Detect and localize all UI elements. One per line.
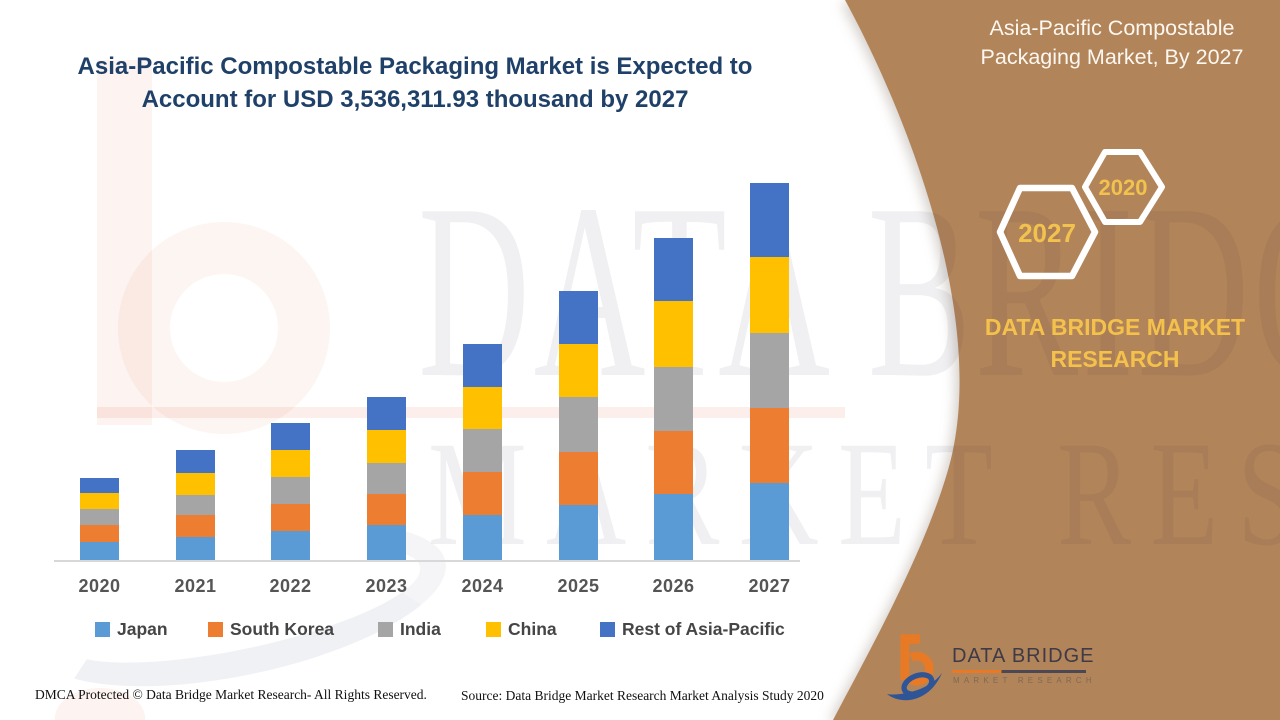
forecast-hexagons: 2020 2027 (996, 149, 1165, 280)
hexagon-2027-label: 2027 (1018, 218, 1076, 248)
legend-label-rest-of-asia-pacific: Rest of Asia-Pacific (622, 619, 785, 639)
bar-2022-segment-south-korea (271, 504, 310, 531)
logo-divider (952, 670, 1086, 673)
bar-2027-segment-rest-of-asia-pacific (750, 183, 789, 257)
bar-2023-segment-rest-of-asia-pacific (367, 397, 406, 430)
logo-b-bowl (906, 651, 934, 686)
bar-2020-segment-rest-of-asia-pacific (80, 478, 119, 493)
x-axis-line (54, 560, 800, 562)
legend-swatch-japan (95, 622, 110, 637)
bar-2024 (463, 344, 502, 560)
chart-title: Asia-Pacific Compostable Packaging Marke… (60, 50, 770, 116)
legend-label-japan: Japan (117, 619, 168, 639)
logo-loop (901, 672, 935, 697)
data-bridge-logo-icon (886, 634, 943, 701)
logo-tagline: MARKET RESEARCH (953, 676, 1096, 685)
bar-2021-segment-india (176, 495, 215, 515)
x-tick-2027: 2027 (748, 576, 791, 596)
bar-2023 (367, 397, 406, 560)
legend-item-japan: Japan (95, 619, 168, 640)
legend-item-india: India (378, 619, 441, 640)
legend-swatch-south-korea (208, 622, 223, 637)
bar-2027-segment-south-korea (750, 408, 789, 483)
footer-source-text: Source: Data Bridge Market Research Mark… (461, 688, 824, 703)
x-tick-2020: 2020 (78, 576, 121, 596)
legend-item-china: China (486, 619, 557, 640)
bar-2020-segment-china (80, 493, 119, 509)
bar-2026-segment-india (654, 367, 693, 431)
logo-b-stem (900, 634, 920, 680)
bar-2021-segment-china (176, 473, 215, 495)
hexagon-2020-label: 2020 (1099, 175, 1148, 200)
bar-2027-segment-japan (750, 483, 789, 560)
logo-wordmark: DATA BRIDGE (952, 645, 1095, 667)
legend-label-india: India (400, 619, 441, 639)
legend-swatch-rest-of-asia-pacific (600, 622, 615, 637)
bar-2020-segment-india (80, 509, 119, 525)
bar-2025-segment-japan (559, 505, 598, 560)
bar-2021 (176, 450, 215, 560)
chart-title-line1: Asia-Pacific Compostable Packaging Marke… (77, 53, 753, 80)
bar-2020-segment-japan (80, 542, 119, 560)
legend-swatch-china (486, 622, 501, 637)
x-tick-2023: 2023 (365, 576, 408, 596)
bar-2023-segment-india (367, 463, 406, 494)
bar-2026 (654, 238, 693, 560)
bar-2024-segment-south-korea (463, 472, 502, 515)
bar-2024-segment-japan (463, 515, 502, 560)
chart-title-line2: Account for USD 3,536,311.93 thousand by… (141, 86, 689, 113)
x-tick-2022: 2022 (269, 576, 312, 596)
side-panel-title: Asia-Pacific Compostable Packaging Marke… (948, 14, 1276, 72)
bar-2026-segment-south-korea (654, 431, 693, 494)
legend-label-china: China (508, 619, 557, 639)
bar-2021-segment-rest-of-asia-pacific (176, 450, 215, 473)
legend-label-south-korea: South Korea (230, 619, 335, 639)
bar-2025 (559, 291, 598, 560)
bar-2020-segment-south-korea (80, 525, 119, 542)
bar-2025-segment-rest-of-asia-pacific (559, 291, 598, 344)
bar-2023-segment-south-korea (367, 494, 406, 525)
bar-2021-segment-south-korea (176, 515, 215, 537)
bar-2022-segment-india (271, 477, 310, 504)
bar-2022-segment-japan (271, 531, 310, 560)
bar-2023-segment-japan (367, 525, 406, 560)
bar-2021-segment-japan (176, 537, 215, 560)
bar-2024-segment-china (463, 387, 502, 429)
bar-2026-segment-rest-of-asia-pacific (654, 238, 693, 301)
bar-2024-segment-rest-of-asia-pacific (463, 344, 502, 387)
legend-item-rest-of-asia-pacific: Rest of Asia-Pacific (600, 619, 785, 640)
legend-swatch-india (378, 622, 393, 637)
x-tick-2025: 2025 (557, 576, 600, 596)
bar-2026-segment-japan (654, 494, 693, 560)
bar-2024-segment-india (463, 429, 502, 472)
x-tick-2021: 2021 (174, 576, 217, 596)
bar-2025-segment-south-korea (559, 452, 598, 505)
bar-2027 (750, 183, 789, 560)
bar-2027-segment-india (750, 333, 789, 408)
bar-2022-segment-rest-of-asia-pacific (271, 423, 310, 450)
side-panel-title-line1: Asia-Pacific Compostable (989, 16, 1235, 40)
bar-2025-segment-india (559, 397, 598, 452)
bar-2027-segment-china (750, 257, 789, 333)
hexagon-2027 (996, 184, 1099, 280)
hexagon-2020 (1082, 149, 1165, 225)
bar-2025-segment-china (559, 344, 598, 397)
bar-2023-segment-china (367, 430, 406, 463)
side-panel-shape (833, 0, 1280, 720)
bar-2022-segment-china (271, 450, 310, 477)
side-panel-title-line2: Packaging Market, By 2027 (980, 45, 1244, 69)
brand-caption: DATA BRIDGE MARKET RESEARCH (984, 314, 1246, 372)
x-tick-2024: 2024 (461, 576, 504, 596)
footer-dmca-text: DMCA Protected © Data Bridge Market Rese… (35, 687, 427, 702)
legend-item-south-korea: South Korea (208, 619, 334, 640)
bar-2020 (80, 478, 119, 560)
x-tick-2026: 2026 (652, 576, 695, 596)
bar-2022 (271, 423, 310, 560)
bar-2026-segment-china (654, 301, 693, 367)
